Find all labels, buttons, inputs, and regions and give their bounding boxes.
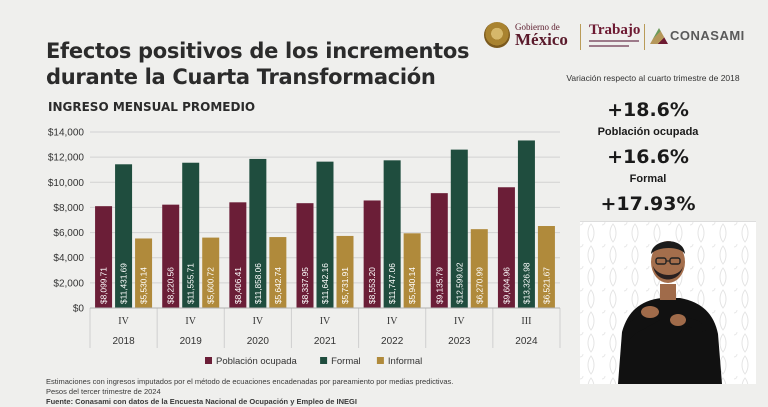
conasami-logo-icon bbox=[650, 28, 668, 44]
legend-swatch bbox=[205, 357, 212, 364]
footnote-source: Fuente: Conasami con datos de la Encuest… bbox=[46, 397, 357, 406]
x-quarter-label: IV bbox=[320, 316, 331, 327]
national-seal-icon bbox=[484, 22, 510, 48]
x-year-label: 2022 bbox=[381, 336, 404, 347]
interpreter-figure bbox=[580, 222, 756, 384]
bar-data-label: $5,600.72 bbox=[206, 267, 216, 304]
bar-data-label: $8,220.56 bbox=[166, 267, 176, 304]
bar-data-label: $9,135.79 bbox=[434, 267, 444, 304]
x-quarter-label: III bbox=[521, 316, 531, 327]
bar-data-label: $11,858.06 bbox=[253, 263, 263, 304]
logo-gobierno-de: Gobierno de bbox=[515, 22, 560, 32]
x-quarter-label: IV bbox=[387, 316, 398, 327]
logo-trabajo-subline bbox=[589, 45, 629, 47]
bar bbox=[316, 161, 334, 308]
logo-divider bbox=[580, 24, 581, 50]
y-tick-label: $2,000 bbox=[53, 278, 84, 289]
y-tick-label: $4,000 bbox=[53, 253, 84, 264]
y-tick-label: $12,000 bbox=[48, 153, 85, 164]
bar-data-label: $5,731.91 bbox=[340, 267, 350, 304]
bar-data-label: $8,553.20 bbox=[367, 267, 377, 304]
bar-data-label: $11,747.06 bbox=[387, 263, 397, 304]
bar bbox=[182, 162, 200, 308]
x-quarter-label: IV bbox=[253, 316, 264, 327]
bar-data-label: $6,270.99 bbox=[474, 267, 484, 304]
bar bbox=[450, 149, 468, 308]
stat-label-formal: Formal bbox=[629, 173, 667, 185]
logo-trabajo-subline bbox=[589, 40, 639, 42]
logo-conasami: CONASAMI bbox=[670, 28, 745, 43]
footnote-method: Estimaciones con ingresos imputados por … bbox=[46, 377, 454, 386]
bar bbox=[470, 229, 488, 308]
bar bbox=[249, 158, 267, 308]
bar bbox=[383, 160, 401, 308]
bar-data-label: $11,642.16 bbox=[320, 263, 330, 304]
x-quarter-label: IV bbox=[185, 316, 196, 327]
header-logos: Gobierno de México Trabajo CONASAMI bbox=[484, 20, 764, 54]
bar bbox=[162, 204, 180, 308]
bar bbox=[95, 206, 113, 308]
stat-value-informal: +17.93% bbox=[600, 193, 696, 215]
bar bbox=[517, 140, 535, 308]
page-title: Efectos positivos de los incrementos dur… bbox=[46, 38, 516, 90]
bar bbox=[269, 237, 287, 308]
x-year-label: 2019 bbox=[180, 336, 203, 347]
bar bbox=[403, 233, 421, 308]
bar-data-label: $8,406.41 bbox=[233, 267, 243, 304]
x-year-label: 2020 bbox=[247, 336, 270, 347]
logo-divider bbox=[644, 24, 645, 50]
stat-value-formal: +16.6% bbox=[607, 146, 689, 168]
bar bbox=[229, 202, 247, 308]
y-tick-label: $0 bbox=[73, 304, 85, 315]
legend-label: Informal bbox=[388, 356, 422, 367]
y-tick-label: $6,000 bbox=[53, 228, 84, 239]
x-year-label: 2018 bbox=[112, 336, 135, 347]
bar-data-label: $8,337.95 bbox=[300, 267, 310, 304]
legend-label: Formal bbox=[331, 356, 361, 367]
footnote-pesos: Pesos del tercer trimestre de 2024 bbox=[46, 387, 161, 396]
bar-data-label: $11,555.71 bbox=[186, 263, 196, 304]
bar bbox=[336, 235, 354, 308]
bar bbox=[430, 193, 448, 308]
bar-data-label: $8,099.71 bbox=[99, 267, 109, 304]
bar-data-label: $5,642.74 bbox=[273, 267, 283, 304]
title-line-1: Efectos positivos de los incrementos bbox=[46, 39, 470, 63]
x-year-label: 2023 bbox=[448, 336, 471, 347]
bar-data-label: $9,604.96 bbox=[501, 267, 511, 304]
sign-language-interpreter-panel bbox=[580, 221, 756, 384]
bar bbox=[296, 203, 314, 308]
bar bbox=[497, 187, 515, 308]
chart-subtitle: INGRESO MENSUAL PROMEDIO bbox=[48, 100, 256, 114]
x-year-label: 2024 bbox=[515, 336, 538, 347]
bar bbox=[537, 226, 555, 308]
bar bbox=[135, 238, 153, 308]
logo-mexico: México bbox=[515, 30, 568, 49]
x-quarter-label: IV bbox=[118, 316, 129, 327]
stat-label-poblacion: Población ocupada bbox=[597, 126, 699, 138]
legend-label: Población ocupada bbox=[216, 356, 298, 367]
x-quarter-label: IV bbox=[454, 316, 465, 327]
bar bbox=[115, 164, 133, 308]
y-tick-label: $8,000 bbox=[53, 203, 84, 214]
y-tick-label: $14,000 bbox=[48, 128, 85, 139]
bar-data-label: $5,530.14 bbox=[139, 267, 149, 304]
bar-data-label: $12,599.02 bbox=[454, 262, 464, 304]
legend-swatch bbox=[320, 357, 328, 364]
title-line-2: durante la Cuarta Transformación bbox=[46, 65, 436, 89]
bar bbox=[202, 237, 220, 308]
bar-data-label: $5,940.14 bbox=[407, 267, 417, 304]
bar bbox=[363, 200, 381, 308]
bar-data-label: $6,521.67 bbox=[541, 267, 551, 304]
logo-trabajo: Trabajo bbox=[589, 22, 641, 38]
stat-value-poblacion: +18.6% bbox=[607, 99, 689, 121]
bar-data-label: $13,326.98 bbox=[521, 262, 531, 304]
variation-note: Variación respecto al cuarto trimestre d… bbox=[566, 73, 740, 83]
bar-data-label: $11,431.69 bbox=[119, 263, 129, 304]
y-tick-label: $10,000 bbox=[48, 178, 85, 189]
legend-swatch bbox=[376, 357, 384, 364]
income-bar-chart: $0 $2,000 $4,000 $6,000 $8,000 $10,000 $12,000… bbox=[48, 128, 561, 367]
x-year-label: 2021 bbox=[314, 336, 337, 347]
